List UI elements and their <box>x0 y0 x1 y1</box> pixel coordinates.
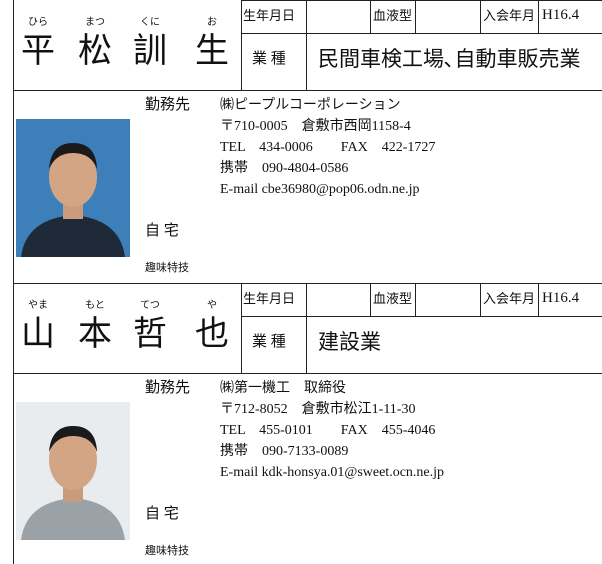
hobby-label: 趣味特技 <box>145 545 189 557</box>
work-line: TEL 434-0006 FAX 422-1727 <box>220 140 436 155</box>
occupation-label: 業 種 <box>252 334 286 350</box>
rule <box>306 283 307 373</box>
name-kanji: 也 <box>195 314 229 354</box>
rule <box>306 0 307 90</box>
name-reading: てつ <box>140 300 160 311</box>
join-label: 入会年月 <box>483 291 536 306</box>
photo <box>16 119 130 257</box>
name-kanji: 本 <box>78 314 112 354</box>
name-reading: やま <box>28 300 48 311</box>
name-kanji: 松 <box>78 31 112 71</box>
rule <box>370 0 371 33</box>
join-label: 入会年月 <box>483 8 536 23</box>
work-line: ㈱ピープルコーポレーション <box>220 98 401 113</box>
name-kanji: 山 <box>21 314 55 354</box>
photo-image <box>16 402 130 540</box>
name-reading: くに <box>140 17 160 28</box>
home-label: 自 宅 <box>145 223 179 239</box>
rule <box>13 0 14 564</box>
blood-label: 血液型 <box>373 8 413 23</box>
photo <box>16 402 130 540</box>
rule <box>241 283 602 284</box>
work-line: ㈱第一機工 取締役 <box>220 381 346 396</box>
name-reading: お <box>207 17 217 28</box>
occupation: 民間車検工場､自動車販売業 <box>318 47 581 71</box>
blood-label: 血液型 <box>373 291 413 306</box>
work-line: E-mail cbe36980@pop06.odn.ne.jp <box>220 182 420 197</box>
rule <box>538 283 539 316</box>
work-line: 〒710-0005 倉敷市西岡1158-4 <box>220 119 411 134</box>
birth-label: 生年月日 <box>243 8 296 23</box>
occupation: 建設業 <box>318 330 381 354</box>
rule <box>480 283 481 316</box>
name-kanji: 哲 <box>133 314 167 354</box>
rule <box>415 0 416 33</box>
work-line: E-mail kdk-honsya.01@sweet.ocn.ne.jp <box>220 465 445 480</box>
name-kanji: 平 <box>21 31 55 71</box>
rule <box>538 0 539 33</box>
rule <box>415 283 416 316</box>
rule <box>241 33 602 34</box>
rule <box>241 0 242 90</box>
join-value: H16.4 <box>542 290 580 306</box>
hobby-label: 趣味特技 <box>145 262 189 274</box>
home-label: 自 宅 <box>145 506 179 522</box>
join-value: H16.4 <box>542 7 580 23</box>
rule <box>241 0 602 1</box>
rule <box>241 316 602 317</box>
work-line: 携帯 090-7133-0089 <box>220 444 349 459</box>
name-reading: や <box>207 300 217 311</box>
work-line: 〒712-8052 倉敷市松江1-11-30 <box>220 402 416 417</box>
birth-label: 生年月日 <box>243 291 296 306</box>
rule <box>241 283 242 373</box>
work-line: TEL 455-0101 FAX 455-4046 <box>220 423 436 438</box>
name-reading: ひら <box>28 17 48 28</box>
name-reading: まつ <box>85 17 105 28</box>
name-reading: もと <box>85 300 105 311</box>
name-kanji: 生 <box>195 31 229 71</box>
occupation-label: 業 種 <box>252 51 286 67</box>
name-kanji: 訓 <box>133 31 167 71</box>
rule <box>480 0 481 33</box>
work-line: 携帯 090-4804-0586 <box>220 161 349 176</box>
work-label: 勤務先 <box>145 97 191 113</box>
rule <box>13 373 602 374</box>
rule <box>370 283 371 316</box>
photo-image <box>16 119 130 257</box>
work-label: 勤務先 <box>145 380 191 396</box>
rule <box>13 90 602 91</box>
